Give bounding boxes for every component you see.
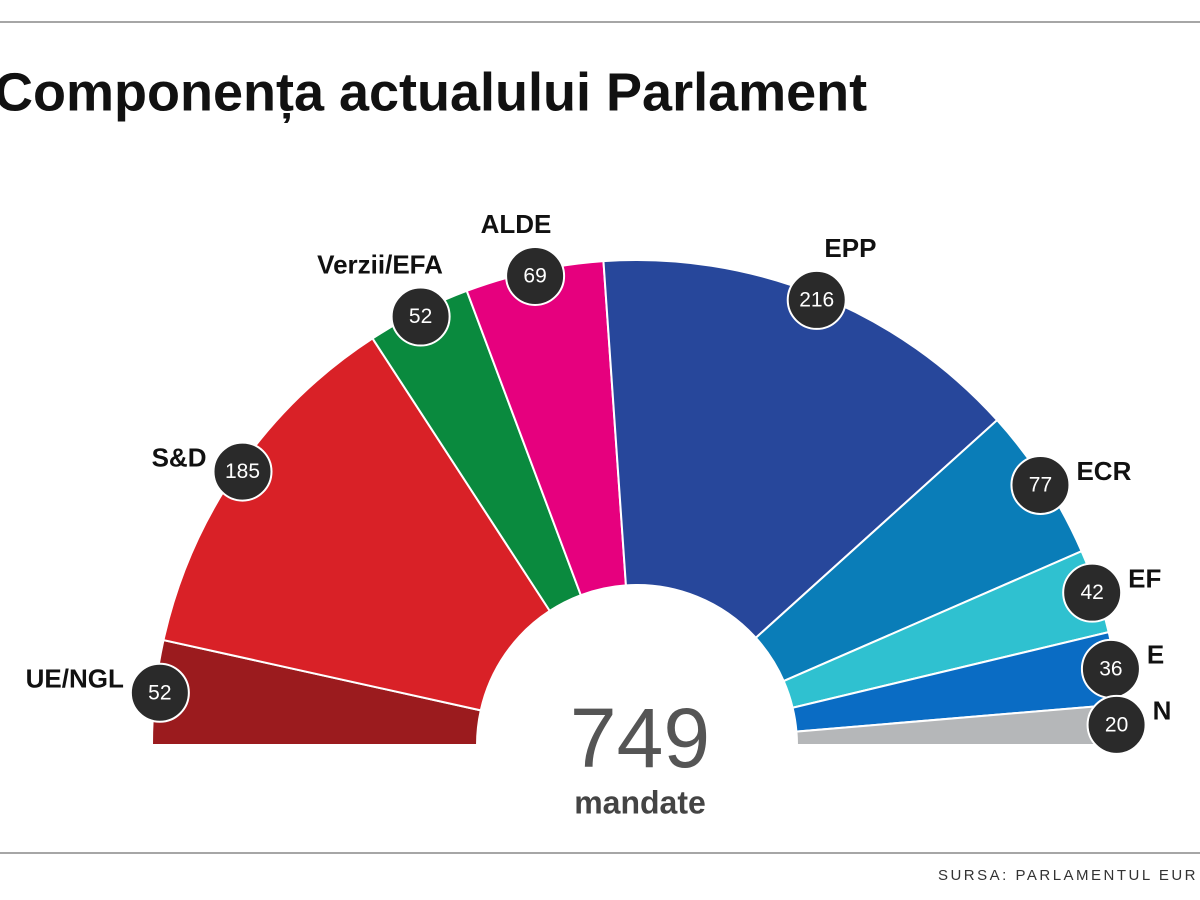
value-badge	[505, 245, 566, 306]
party-name: ECR	[1076, 456, 1131, 486]
source: SURSA: PARLAMENTUL EUR	[938, 867, 1198, 884]
wedges	[150, 259, 1124, 746]
value-badge	[212, 441, 273, 502]
total: 749	[570, 691, 710, 785]
party-name: N	[1153, 696, 1172, 726]
value-label: 185	[225, 460, 260, 483]
value-badge	[390, 286, 451, 347]
value-badge	[129, 662, 190, 723]
value-badge	[786, 269, 847, 330]
labels: 52 UE/NGL 185 S&D 52 Verzii/EFA 69 ALDE 216 EPP 77…	[26, 209, 1172, 755]
value-badge	[1010, 454, 1071, 515]
chart-title: Componența actualului Parlament	[0, 62, 867, 123]
total-label: mandate	[574, 784, 706, 820]
party-name: EF	[1128, 564, 1161, 594]
seat-wedge	[162, 337, 552, 712]
value-label: 42	[1081, 581, 1104, 604]
value-label: 52	[409, 305, 432, 328]
value-label: 20	[1105, 713, 1128, 736]
value-badge	[1062, 562, 1123, 623]
party-name: ALDE	[481, 209, 552, 239]
value-label: 77	[1029, 474, 1052, 497]
party-name: Verzii/EFA	[317, 249, 443, 279]
party-name: S&D	[152, 442, 207, 472]
party-name: E	[1147, 640, 1164, 670]
party-name: UE/NGL	[26, 664, 124, 694]
value-badge	[1086, 694, 1147, 755]
value-label: 69	[523, 264, 546, 287]
value-label: 216	[799, 288, 834, 311]
value-label: 52	[148, 681, 171, 704]
party-name: EPP	[824, 233, 876, 263]
seat-wedge	[602, 259, 999, 640]
value-label: 36	[1099, 657, 1122, 680]
